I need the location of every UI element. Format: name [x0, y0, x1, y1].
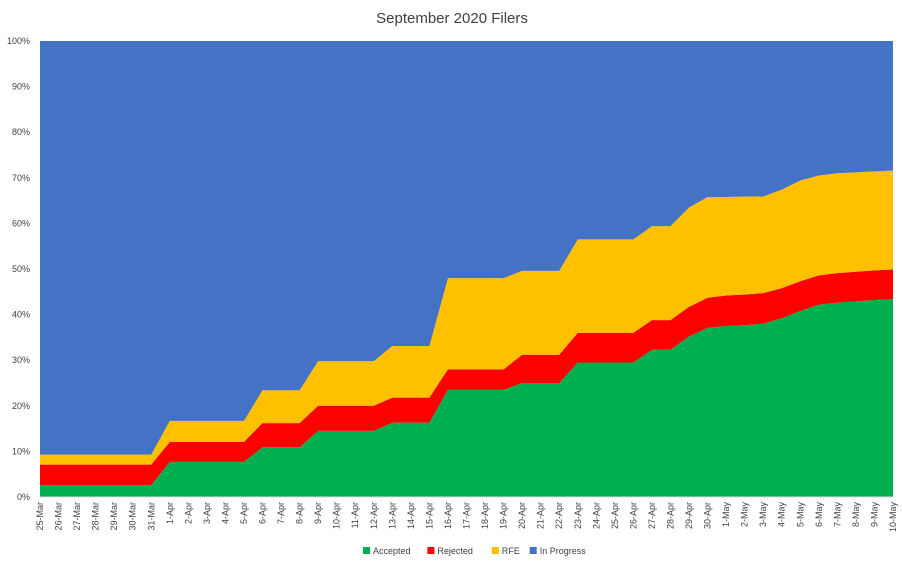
x-tick-label: 2-May: [740, 502, 750, 528]
legend-item-rejected: Rejected: [427, 546, 473, 556]
x-tick-label: 6-May: [814, 502, 824, 528]
x-tick-label: 20-Apr: [517, 502, 527, 529]
x-tick-label: 30-Apr: [703, 502, 713, 529]
x-tick-label: 19-Apr: [499, 502, 509, 529]
legend-item-in-progress: In Progress: [529, 546, 587, 556]
y-tick-label: 100%: [7, 36, 30, 46]
x-tick-label: 16-Apr: [443, 502, 453, 529]
x-tick-label: 3-Apr: [202, 502, 212, 524]
x-tick-label: 17-Apr: [462, 502, 472, 529]
x-tick-label: 22-Apr: [554, 502, 564, 529]
legend-label: RFE: [502, 546, 520, 556]
legend-item-accepted: Accepted: [363, 546, 411, 556]
x-tick-label: 2-Apr: [183, 502, 193, 524]
x-tick-label: 4-Apr: [220, 502, 230, 524]
area-accepted: [40, 299, 893, 497]
x-tick-label: 9-May: [869, 502, 879, 528]
legend-label: Rejected: [437, 546, 473, 556]
x-tick-label: 18-Apr: [480, 502, 490, 529]
x-tick-label: 30-Mar: [128, 502, 138, 531]
y-axis: 0% 10% 20% 30% 40% 50% 60% 70% 80% 90% 100%: [7, 36, 30, 502]
y-tick-label: 50%: [12, 264, 30, 274]
y-tick-label: 10%: [12, 446, 30, 456]
legend-item-rfe: RFE: [491, 546, 520, 556]
x-tick-label: 28-Apr: [665, 502, 675, 529]
x-tick-label: 4-May: [777, 502, 787, 528]
legend-label: Accepted: [373, 546, 411, 556]
x-tick-label: 11-Apr: [350, 502, 360, 528]
x-axis: 25-Mar 26-Mar 27-Mar 28-Mar 29-Mar 30-Mar 31-M…: [35, 496, 898, 533]
legend-label: In Progress: [540, 546, 587, 556]
y-tick-label: 30%: [12, 355, 30, 365]
x-tick-label: 3-May: [758, 502, 768, 528]
x-tick-label: 28-Mar: [91, 502, 101, 531]
x-tick-label: 7-May: [832, 502, 842, 528]
x-tick-label: 15-Apr: [424, 502, 434, 529]
x-tick-label: 5-Apr: [239, 502, 249, 524]
x-tick-label: 26-Mar: [54, 502, 64, 531]
y-tick-label: 60%: [12, 218, 30, 228]
x-tick-label: 9-Apr: [313, 502, 323, 524]
y-tick-label: 0%: [17, 492, 30, 502]
x-tick-label: 24-Apr: [591, 502, 601, 529]
y-tick-label: 20%: [12, 401, 30, 411]
x-tick-label: 10-May: [888, 502, 898, 533]
area-in-progress: [40, 41, 893, 455]
chart-title: September 2020 Filers: [376, 10, 528, 27]
plot-area: [40, 41, 893, 497]
x-tick-label: 10-Apr: [332, 502, 342, 529]
x-tick-label: 31-Mar: [146, 502, 156, 531]
x-tick-label: 6-Apr: [258, 502, 268, 524]
x-tick-label: 27-Mar: [72, 502, 82, 531]
legend-swatch: [529, 547, 537, 554]
x-tick-label: 1-Apr: [165, 502, 175, 524]
x-tick-label: 26-Apr: [628, 502, 638, 529]
x-tick-label: 25-Apr: [610, 502, 620, 529]
legend-swatch: [363, 547, 370, 554]
x-tick-label: 8-May: [851, 502, 861, 528]
y-tick-label: 40%: [12, 310, 30, 320]
x-tick-label: 14-Apr: [406, 502, 416, 529]
legend-swatch: [491, 547, 499, 554]
area-rfe: [40, 170, 893, 465]
y-tick-label: 80%: [12, 127, 30, 137]
x-tick-label: 23-Apr: [573, 502, 583, 529]
y-tick-label: 70%: [12, 173, 30, 183]
x-tick-label: 5-May: [795, 502, 805, 528]
x-tick-label: 27-Apr: [647, 502, 657, 529]
area-rejected: [40, 269, 893, 486]
x-tick-label: 8-Apr: [295, 502, 305, 524]
x-tick-label: 29-Mar: [109, 502, 119, 531]
x-tick-label: 12-Apr: [369, 502, 379, 529]
legend: Accepted Rejected RFE In Progress: [363, 546, 586, 556]
x-tick-label: 21-Apr: [536, 502, 546, 529]
x-tick-label: 13-Apr: [387, 502, 397, 529]
x-tick-label: 1-May: [721, 502, 731, 528]
y-tick-label: 90%: [12, 82, 30, 92]
x-tick-label: 7-Apr: [276, 502, 286, 524]
legend-swatch: [427, 547, 435, 554]
x-tick-label: 29-Apr: [684, 502, 694, 529]
x-tick-label: 25-Mar: [35, 502, 45, 531]
